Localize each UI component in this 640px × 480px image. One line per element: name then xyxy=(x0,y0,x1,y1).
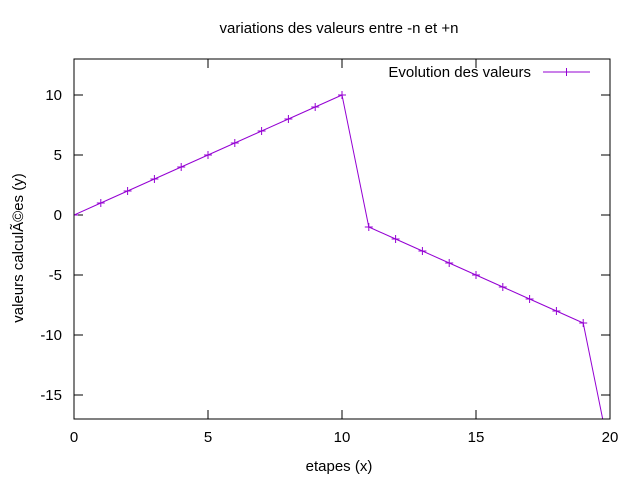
data-point xyxy=(418,247,427,255)
data-point xyxy=(498,283,507,291)
data-point xyxy=(472,271,480,279)
data-point xyxy=(364,223,373,231)
data-point xyxy=(230,139,239,147)
data-point xyxy=(606,451,614,459)
chart-title: variations des valeurs entre -n et +n xyxy=(220,20,459,37)
data-point xyxy=(311,103,320,111)
x-tick-label: 15 xyxy=(468,429,485,446)
data-point xyxy=(445,259,454,267)
data-point xyxy=(552,307,561,315)
data-point xyxy=(204,151,212,159)
x-tick-label: 20 xyxy=(602,429,619,446)
x-tick-label: 0 xyxy=(70,429,78,446)
legend-label: Evolution des valeurs xyxy=(388,64,531,81)
data-point xyxy=(150,175,159,183)
x-axis-label: etapes (x) xyxy=(306,458,373,475)
data-point xyxy=(257,127,266,135)
x-tick-label: 5 xyxy=(204,429,212,446)
data-point xyxy=(284,115,293,123)
legend-marker xyxy=(562,68,571,76)
x-tick-label: 10 xyxy=(334,429,351,446)
plot-frame xyxy=(73,58,611,420)
series-line xyxy=(74,94,604,419)
y-tick-label: -10 xyxy=(40,327,62,344)
data-point xyxy=(338,91,346,99)
legend: Evolution des valeurs xyxy=(388,64,590,81)
data-point xyxy=(391,235,400,243)
series-group xyxy=(74,91,614,459)
y-tick-label: 5 xyxy=(54,147,62,164)
data-point xyxy=(123,187,132,195)
data-point xyxy=(525,295,534,303)
y-tick-label: -15 xyxy=(40,387,62,404)
data-point xyxy=(96,199,105,207)
y-tick-label: 0 xyxy=(54,207,62,224)
data-point xyxy=(177,163,186,171)
y-ticks: 10 5 0 -5 -10 -15 xyxy=(40,87,610,404)
y-axis-label: valeurs calculÃ©es (y) xyxy=(10,173,27,322)
data-point xyxy=(74,211,78,219)
y-tick-label: 10 xyxy=(45,87,62,104)
data-point xyxy=(579,319,588,327)
x-ticks: 0 5 10 15 20 xyxy=(70,59,619,446)
y-tick-label: -5 xyxy=(49,267,62,284)
